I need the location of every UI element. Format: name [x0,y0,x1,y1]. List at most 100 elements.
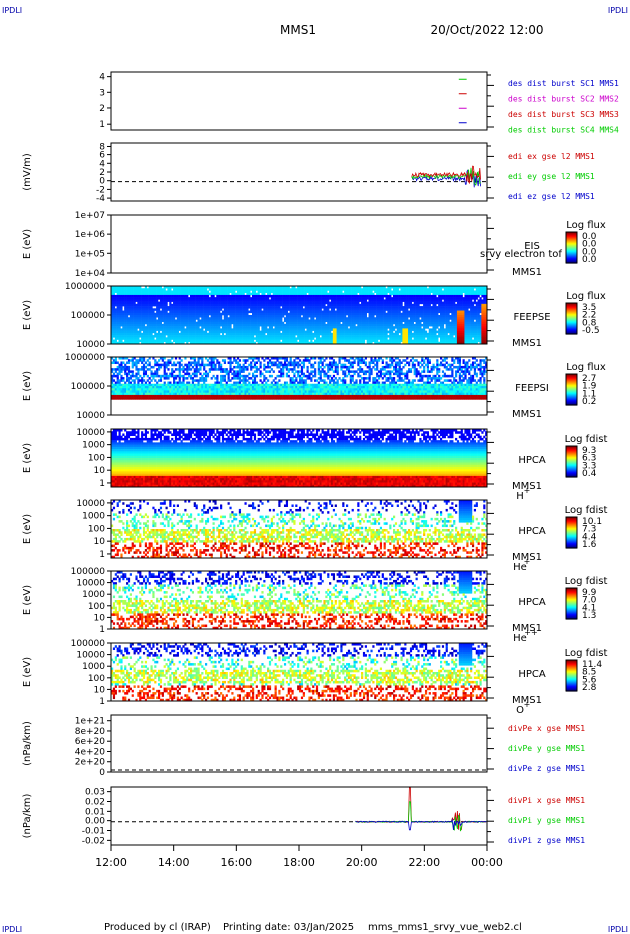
spectrogram-cell [393,306,396,309]
spectrogram-cell [321,330,324,334]
spectrogram-cell [394,297,398,300]
spectrogram-cell [334,341,337,345]
spectrogram-cell [385,306,388,309]
spectrogram-cell [323,299,326,302]
spectrogram-cell [330,308,334,311]
spectrogram-cell [227,306,230,309]
spectrogram-cell [361,288,364,291]
spectrogram-cell [276,339,279,343]
spectrogram-cell [342,323,345,327]
spectrogram-cell [434,297,437,300]
spectrogram-cell [455,310,458,314]
spectrogram-cell [306,330,309,334]
spectrogram-cell [430,319,433,322]
spectrogram-cell [203,303,206,307]
spectrogram-cell [400,328,403,331]
spectrogram-cell [142,337,146,340]
spectrogram-cell [379,341,383,345]
spectrogram-cell [248,294,251,298]
spectrogram-cell [120,315,123,318]
spectrogram-cell [458,330,461,334]
spectrogram-cell [460,301,463,305]
spectrogram-cell [295,290,298,293]
spectrogram-cell [357,312,360,316]
spectrogram-cell [133,321,136,325]
spectrogram-cell [268,337,272,340]
spectrogram-cell [334,339,337,343]
spectrogram-cell [235,310,238,314]
spectrogram-cell [159,317,163,320]
spectrogram-cell [455,321,458,325]
spectrogram-cell [229,317,232,320]
spectrogram-cell [300,294,304,298]
spectrogram-cell [235,315,238,318]
spectrogram-cell [148,310,151,314]
spectrogram-cell [201,292,204,296]
spectrogram-cell [364,319,367,322]
spectrogram-cell [176,330,179,334]
spectrogram-cell [302,335,305,338]
spectrogram-cell [189,306,193,309]
spectrogram-cell [280,294,283,298]
colorbar-tick-label: 0.0 [582,240,597,250]
spectrogram-cell [451,335,454,338]
spectrogram-cell [329,292,332,296]
spectrogram-cell [146,332,149,336]
spectrogram-cell [131,323,134,327]
spectrogram-cell [182,341,185,345]
spectrogram-cell [391,341,394,345]
spectrogram-cell [178,308,181,311]
spectrogram-cell [361,339,364,343]
spectrogram-cell [176,303,179,307]
spectrogram-cell [470,286,473,289]
spectrogram-cell [182,288,185,291]
spectrogram-cell [163,332,166,336]
spectrogram-cell [455,332,458,336]
spectrogram-cell [169,310,172,314]
spectrogram-cell [137,339,140,343]
spectrogram-cell [201,299,204,302]
spectrogram-cell [248,288,251,291]
spectrogram-cell [468,319,471,322]
spectrogram-cell [300,308,304,311]
spectrogram-cell [466,294,469,298]
spectrogram-cell [413,335,416,338]
spectrogram-cell [206,290,210,293]
spectrogram-cell [146,297,149,300]
spectrogram-cell [419,337,422,340]
spectrogram-cell [238,290,242,293]
spectrogram-cell [302,312,305,316]
spectrogram-cell [235,326,238,329]
spectrogram-cell [263,294,266,298]
spectrogram-cell [146,292,149,296]
spectrogram-cell [295,321,298,325]
spectrogram-cell [302,337,305,340]
spectrogram-cell [126,321,129,325]
colorbar-segment [566,235,577,237]
spectrogram-cell [118,319,121,322]
spectrogram-cell [462,303,465,307]
spectrogram-cell [291,337,294,340]
spectrogram-cell [372,328,375,331]
spectrogram-cell [308,326,311,329]
spectrogram-cell [225,312,228,316]
spectrogram-cell [340,339,343,343]
spectrogram-cell [257,326,260,329]
spectrogram-cell [253,290,257,293]
spectrogram-cell [376,286,379,289]
spectrogram-cell [441,306,445,309]
spectrogram-cell [383,288,386,291]
spectrogram-cell [282,301,285,305]
spectrogram-cell [475,326,478,329]
spectrogram-cell [400,308,403,311]
spectrogram-cell [453,319,456,322]
spectrogram-cell [111,310,114,314]
spectrogram-cell [338,335,341,338]
spectrogram-cell [283,288,287,291]
spectrogram-cell [402,294,405,298]
spectrogram-cell [285,310,289,314]
spectrogram-cell [402,326,405,329]
spectrogram-cell [297,306,300,309]
spectrogram-cell [248,321,251,325]
spectrogram-cell [240,290,243,293]
